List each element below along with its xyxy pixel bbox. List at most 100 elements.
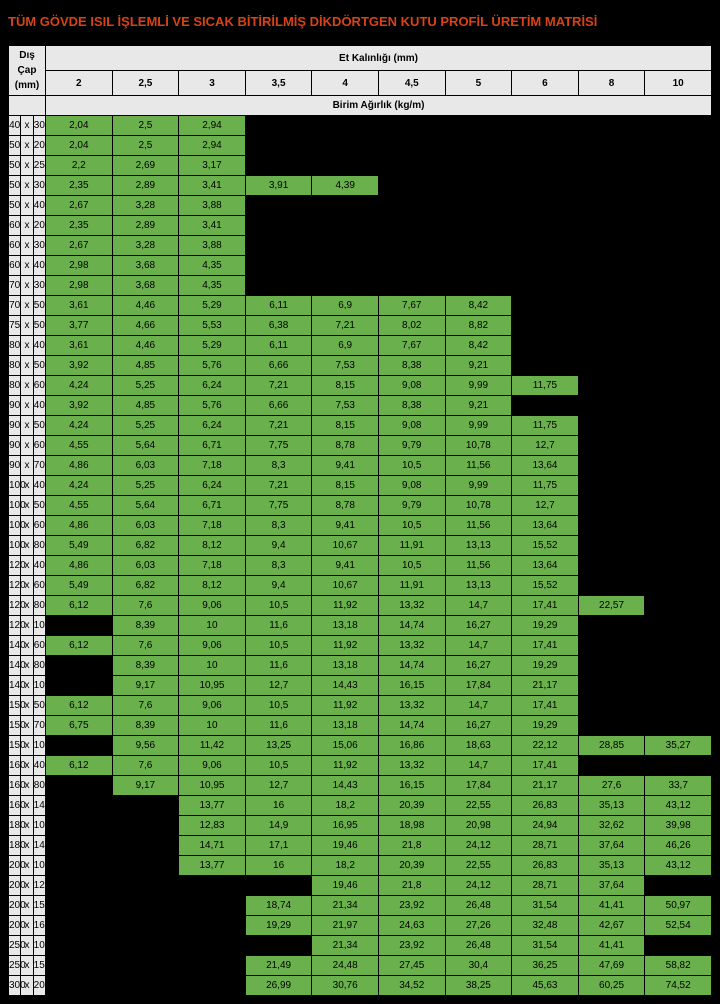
empty-cell bbox=[645, 136, 712, 156]
value-cell: 43,12 bbox=[645, 856, 712, 876]
value-cell: 13,18 bbox=[312, 656, 379, 676]
value-cell: 6,71 bbox=[179, 436, 246, 456]
value-cell: 3,88 bbox=[179, 236, 246, 256]
value-cell: 13,32 bbox=[378, 696, 445, 716]
empty-cell bbox=[112, 836, 179, 856]
dim-cell: 60 bbox=[33, 636, 45, 656]
value-cell: 32,62 bbox=[578, 816, 645, 836]
value-cell: 37,64 bbox=[578, 876, 645, 896]
value-cell: 35,13 bbox=[578, 856, 645, 876]
dim-cell: 20 bbox=[33, 136, 45, 156]
value-cell: 10,5 bbox=[378, 516, 445, 536]
empty-cell bbox=[245, 236, 312, 256]
thickness-col: 6 bbox=[512, 71, 579, 96]
value-cell: 10,78 bbox=[445, 436, 512, 456]
value-cell: 6,03 bbox=[112, 456, 179, 476]
value-cell: 5,53 bbox=[179, 316, 246, 336]
value-cell: 6,24 bbox=[179, 416, 246, 436]
value-cell: 8,15 bbox=[312, 376, 379, 396]
dim-cell: x bbox=[21, 796, 33, 816]
dim-cell: x bbox=[21, 816, 33, 836]
value-cell: 2,67 bbox=[46, 236, 113, 256]
empty-cell bbox=[445, 136, 512, 156]
value-cell: 7,18 bbox=[179, 516, 246, 536]
dim-cell: x bbox=[21, 336, 33, 356]
empty-cell bbox=[445, 276, 512, 296]
dim-cell: 70 bbox=[9, 276, 21, 296]
dim-cell: 140 bbox=[9, 656, 21, 676]
value-cell: 3,88 bbox=[179, 196, 246, 216]
empty-cell bbox=[179, 956, 246, 976]
value-cell: 17,41 bbox=[512, 756, 579, 776]
empty-cell bbox=[578, 376, 645, 396]
dim-cell: x bbox=[21, 136, 33, 156]
value-cell: 22,12 bbox=[512, 736, 579, 756]
value-cell: 11,92 bbox=[312, 696, 379, 716]
value-cell: 28,85 bbox=[578, 736, 645, 756]
empty-cell bbox=[645, 476, 712, 496]
profile-matrix-table: Dış Çap (mm) Et Kalınlığı (mm) 22,533,54… bbox=[8, 45, 712, 996]
empty-cell bbox=[578, 616, 645, 636]
empty-cell bbox=[378, 116, 445, 136]
dim-cell: x bbox=[21, 896, 33, 916]
value-cell: 17,84 bbox=[445, 676, 512, 696]
empty-cell bbox=[645, 356, 712, 376]
dim-cell: 60 bbox=[33, 516, 45, 536]
value-cell: 4,46 bbox=[112, 296, 179, 316]
value-cell: 42,67 bbox=[578, 916, 645, 936]
value-cell: 13,64 bbox=[512, 456, 579, 476]
value-cell: 9,08 bbox=[378, 476, 445, 496]
table-row: 120x404,866,037,188,39,4110,511,5613,64 bbox=[9, 556, 712, 576]
value-cell: 31,54 bbox=[512, 936, 579, 956]
dim-cell: 100 bbox=[9, 536, 21, 556]
dim-cell: x bbox=[21, 296, 33, 316]
empty-cell bbox=[578, 496, 645, 516]
dim-cell: 25 bbox=[33, 156, 45, 176]
value-cell: 6,71 bbox=[179, 496, 246, 516]
table-row: 200x10013,771618,220,3922,5526,8335,1343… bbox=[9, 856, 712, 876]
dim-cell: x bbox=[21, 956, 33, 976]
value-cell: 9,4 bbox=[245, 536, 312, 556]
dim-cell: 50 bbox=[33, 356, 45, 376]
dim-cell: 140 bbox=[33, 796, 45, 816]
value-cell: 6,38 bbox=[245, 316, 312, 336]
empty-cell bbox=[645, 156, 712, 176]
empty-cell bbox=[512, 256, 579, 276]
dim-cell: 200 bbox=[9, 896, 21, 916]
dim-cell: 120 bbox=[9, 616, 21, 636]
dim-cell: 40 bbox=[33, 396, 45, 416]
value-cell: 28,71 bbox=[512, 836, 579, 856]
table-row: 90x704,866,037,188,39,4110,511,5613,64 bbox=[9, 456, 712, 476]
dim-cell: 150 bbox=[9, 696, 21, 716]
empty-cell bbox=[445, 256, 512, 276]
value-cell: 27,45 bbox=[378, 956, 445, 976]
empty-cell bbox=[512, 396, 579, 416]
empty-cell bbox=[245, 156, 312, 176]
dim-cell: 60 bbox=[9, 236, 21, 256]
empty-cell bbox=[578, 336, 645, 356]
value-cell: 14,43 bbox=[312, 776, 379, 796]
dim-cell: 70 bbox=[33, 716, 45, 736]
empty-cell bbox=[512, 216, 579, 236]
value-cell: 13,32 bbox=[378, 596, 445, 616]
dim-cell: 50 bbox=[33, 696, 45, 716]
table-row: 140x808,391011,613,1814,7416,2719,29 bbox=[9, 656, 712, 676]
thickness-col: 2,5 bbox=[112, 71, 179, 96]
dim-cell: x bbox=[21, 176, 33, 196]
empty-cell bbox=[245, 196, 312, 216]
empty-cell bbox=[312, 276, 379, 296]
empty-cell bbox=[378, 136, 445, 156]
dim-cell: 50 bbox=[33, 416, 45, 436]
value-cell: 9,21 bbox=[445, 356, 512, 376]
value-cell: 9,41 bbox=[312, 516, 379, 536]
value-cell: 21,97 bbox=[312, 916, 379, 936]
dim-cell: 90 bbox=[9, 416, 21, 436]
thickness-col: 5 bbox=[445, 71, 512, 96]
value-cell: 14,9 bbox=[245, 816, 312, 836]
dim-cell: 75 bbox=[9, 316, 21, 336]
dim-cell: 50 bbox=[9, 196, 21, 216]
value-cell: 21,8 bbox=[378, 836, 445, 856]
value-cell: 21,17 bbox=[512, 676, 579, 696]
empty-cell bbox=[245, 256, 312, 276]
value-cell: 6,24 bbox=[179, 376, 246, 396]
